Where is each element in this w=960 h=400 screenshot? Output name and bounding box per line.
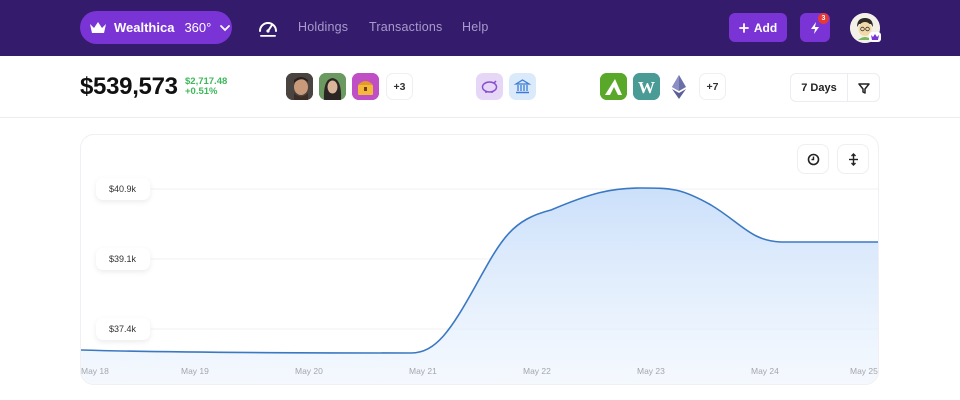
institution-w-logo[interactable]: W bbox=[633, 73, 660, 100]
portfolio-chart-card bbox=[80, 134, 879, 385]
nav-help[interactable]: Help bbox=[462, 20, 489, 34]
notification-count-badge: 3 bbox=[818, 13, 829, 24]
portfolio-value-area-chart[interactable] bbox=[81, 135, 879, 385]
change-percent: +0.51% bbox=[185, 86, 218, 97]
bank-building-icon bbox=[513, 79, 532, 94]
savings-filter[interactable] bbox=[476, 73, 503, 100]
letter-w-logo-icon: W bbox=[633, 73, 660, 100]
crown-icon bbox=[88, 18, 108, 38]
x-axis-label: May 18 bbox=[81, 366, 109, 376]
speedometer-icon bbox=[259, 22, 277, 37]
x-axis-label: May 22 bbox=[523, 366, 551, 376]
more-members-button[interactable]: +3 bbox=[386, 73, 413, 100]
top-navigation-bar: Wealthica 360° Holdings Transactions Hel… bbox=[0, 0, 960, 56]
x-axis-label: May 25 bbox=[850, 366, 878, 376]
person-photo-icon bbox=[286, 73, 313, 100]
x-axis-label: May 19 bbox=[181, 366, 209, 376]
y-axis-label-top: $40.9k bbox=[96, 178, 150, 200]
member-avatar-3[interactable] bbox=[352, 73, 379, 100]
nav-holdings[interactable]: Holdings bbox=[298, 20, 349, 34]
y-axis-label-bottom: $37.4k bbox=[96, 318, 150, 340]
change-amount: $2,717.48 bbox=[185, 76, 228, 87]
y-axis-label-middle: $39.1k bbox=[96, 248, 150, 270]
portfolio-summary-bar: $539,573 $2,717.48 +0.51% +3 bbox=[0, 56, 960, 118]
filter-button[interactable] bbox=[848, 74, 879, 101]
expand-chart-button[interactable] bbox=[837, 144, 869, 174]
x-axis-label: May 20 bbox=[295, 366, 323, 376]
clock-icon bbox=[807, 153, 819, 165]
portfolio-total-value: $539,573 bbox=[80, 73, 178, 100]
member-avatar-2[interactable] bbox=[319, 73, 346, 100]
chevron-down-icon bbox=[220, 24, 231, 31]
area-fill bbox=[81, 188, 878, 384]
piggy-bank-icon bbox=[481, 80, 498, 93]
add-button-label: Add bbox=[753, 20, 778, 35]
funnel-filter-icon bbox=[857, 82, 870, 94]
dashboard-nav-button[interactable] bbox=[257, 17, 279, 39]
date-range-select[interactable]: 7 Days bbox=[791, 74, 848, 101]
premium-crown-icon bbox=[869, 32, 881, 42]
plus-icon bbox=[738, 22, 749, 33]
brand-version: 360° bbox=[184, 20, 212, 35]
mountain-logo-icon bbox=[600, 73, 627, 100]
x-axis-label: May 23 bbox=[637, 366, 665, 376]
portfolio-change: $2,717.48 +0.51% bbox=[185, 77, 227, 97]
vertical-resize-icon bbox=[848, 152, 858, 166]
treasure-chest-icon bbox=[352, 73, 379, 100]
bank-filter[interactable] bbox=[509, 73, 536, 100]
svg-text:W: W bbox=[638, 78, 655, 97]
member-avatar-1[interactable] bbox=[286, 73, 313, 100]
institution-wealthsimple-logo[interactable] bbox=[600, 73, 627, 100]
account-switcher[interactable]: Wealthica 360° bbox=[80, 11, 232, 44]
history-button[interactable] bbox=[797, 144, 829, 174]
ethereum-icon bbox=[672, 75, 686, 99]
add-button[interactable]: Add bbox=[729, 13, 787, 42]
x-axis-label: May 24 bbox=[751, 366, 779, 376]
lightning-bolt-icon bbox=[811, 21, 819, 34]
person-photo-icon bbox=[319, 73, 346, 100]
brand-name: Wealthica bbox=[114, 20, 175, 35]
value-line bbox=[81, 187, 878, 354]
x-axis-label: May 21 bbox=[409, 366, 437, 376]
more-institutions-button[interactable]: +7 bbox=[699, 73, 726, 100]
nav-transactions[interactable]: Transactions bbox=[369, 20, 443, 34]
date-range-controls: 7 Days bbox=[790, 73, 880, 102]
